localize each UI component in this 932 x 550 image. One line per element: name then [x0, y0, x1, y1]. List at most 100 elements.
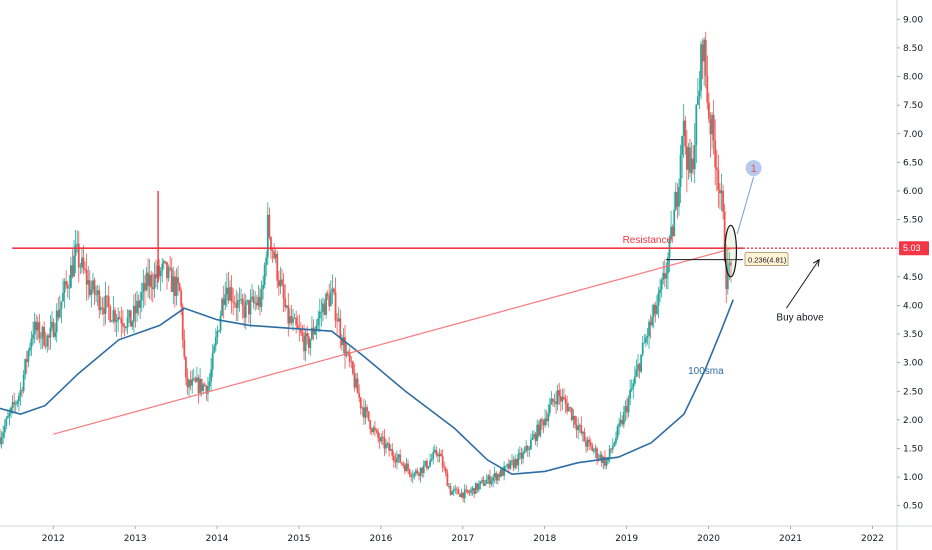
candle-body [326, 293, 329, 296]
candle-body [123, 325, 126, 328]
x-tick-label: 2017 [451, 534, 474, 544]
candle-body [249, 298, 252, 315]
candle-body [344, 337, 346, 356]
candle-body [460, 492, 463, 497]
candle-body [492, 477, 494, 481]
candle-body [651, 316, 654, 326]
candle-body [115, 320, 118, 323]
candle-body [221, 298, 224, 316]
candle-body [77, 243, 80, 268]
x-tick-label: 2020 [697, 534, 720, 544]
candle-body [730, 262, 732, 266]
candle-body [47, 335, 50, 338]
candle-body [81, 257, 83, 267]
candle-body [561, 396, 564, 402]
candle-body [586, 439, 589, 447]
candle-body [292, 318, 294, 323]
candle-body [18, 395, 20, 402]
candle-body [693, 144, 696, 170]
candle-body [49, 327, 52, 338]
candle-body [383, 437, 386, 449]
candle-body [474, 483, 477, 494]
candle-body [214, 337, 217, 346]
candle-body [210, 369, 212, 382]
candle-body [51, 321, 53, 328]
candle-body [323, 303, 326, 315]
y-tick-label: 6.00 [903, 187, 923, 197]
candle-body [410, 474, 413, 477]
candle-body [93, 280, 96, 295]
candle-body [128, 310, 131, 318]
candle-body [621, 419, 624, 425]
candle-body [446, 473, 449, 487]
candle-body [523, 451, 526, 453]
buy-arrow-head [812, 258, 820, 267]
candle-body [574, 415, 576, 425]
candle-body [309, 339, 312, 349]
candle-body [380, 436, 383, 442]
candle-body [479, 481, 482, 485]
candle-body [643, 342, 646, 344]
candle-body [526, 446, 529, 450]
candle-body [189, 380, 192, 386]
candle-body [378, 437, 381, 442]
candle-body [191, 379, 194, 386]
candle-body [140, 292, 143, 301]
candle-body [451, 491, 454, 495]
candle-body [610, 448, 613, 450]
candle-body [500, 469, 502, 477]
candle-body [495, 473, 498, 481]
candle-body [5, 418, 8, 426]
candle-body [151, 287, 154, 290]
candle-body [350, 361, 353, 363]
candle-body [3, 425, 6, 433]
candle-body [79, 266, 82, 268]
candle-body [424, 460, 427, 466]
candle-body [504, 466, 507, 467]
candle-body [575, 424, 578, 431]
candle-body [367, 411, 370, 421]
candle-body [719, 189, 721, 194]
candle-body [117, 317, 120, 321]
candle-body [36, 322, 39, 331]
candle-body [671, 226, 674, 237]
candle-body [166, 262, 168, 279]
candle-body [58, 309, 61, 318]
candle-body [405, 463, 408, 472]
candle-body [96, 290, 99, 295]
candle-body [213, 345, 216, 353]
candle-body [644, 337, 647, 343]
candle-body [414, 470, 417, 474]
sma-100-line [0, 299, 734, 476]
candle-body [158, 265, 161, 277]
candle-body [328, 295, 331, 307]
x-axis-ticks: 2012 2013 2014 2015 2016 2017 2018 2019 2020 2021… [42, 526, 884, 544]
candle-body [8, 413, 11, 417]
candle-body [637, 364, 639, 370]
candle-body [85, 269, 88, 285]
candle-body [351, 361, 354, 374]
candle-body [457, 489, 460, 494]
candle-body [429, 460, 431, 467]
candle-body [596, 448, 598, 459]
candle-body [29, 347, 31, 351]
candle-body [240, 298, 242, 300]
candle-body [224, 294, 227, 305]
candle-body [273, 251, 276, 259]
candle-body [465, 489, 468, 491]
candle-body [422, 465, 425, 473]
candle-body [556, 390, 559, 405]
candle-body [125, 327, 127, 329]
candle-body [170, 268, 173, 292]
candlestick-series [0, 31, 732, 504]
candle-body [506, 464, 509, 467]
candle-body [389, 449, 392, 451]
candle-body [227, 287, 230, 301]
candle-body [236, 300, 239, 308]
candle-body [281, 279, 283, 285]
candle-body [662, 272, 665, 280]
candle-body [257, 296, 260, 306]
candle-body [188, 380, 190, 388]
candle-body [438, 453, 441, 457]
candle-body [120, 318, 123, 324]
